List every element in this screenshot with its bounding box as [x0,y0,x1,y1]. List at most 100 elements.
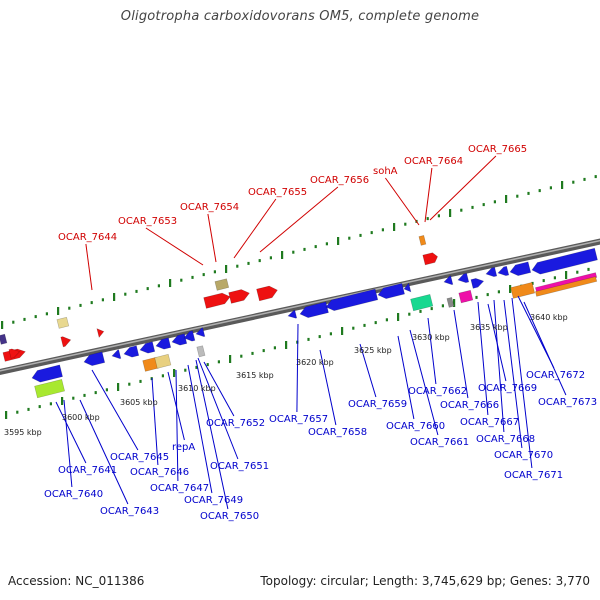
tick-mark [497,290,500,294]
tick-mark [475,295,478,299]
lower-gene-label: OCAR_7660 [386,421,445,432]
lower-gene-label: OCAR_7647 [150,483,209,494]
gene-features [0,235,598,399]
tick-mark [139,379,142,383]
lower-gene-label: OCAR_7666 [440,400,499,411]
tick-mark [374,321,377,325]
tick-mark [587,267,590,271]
tick-mark [184,368,187,372]
gene-arrow [203,292,231,309]
lower-gene-label: OCAR_7640 [44,489,103,500]
leader-line [409,329,439,436]
tick-marks [1,175,597,419]
tick-mark [307,337,310,341]
scale-label: 3620 kbp [296,358,334,367]
gene-box [154,353,172,369]
tick-mark [173,369,176,377]
tick-mark [206,363,209,367]
gene-arrow [457,272,470,283]
leader-line [203,361,235,417]
tick-mark [1,321,4,329]
gene-box [510,281,536,299]
leader-line [55,401,87,464]
gene-arrow [422,252,438,266]
tick-mark [240,354,243,358]
tick-mark [482,203,485,207]
tick-mark [561,181,564,189]
tick-mark [385,318,388,322]
leader-line [151,377,159,466]
tick-mark [49,402,52,406]
gene-arrow [195,327,206,337]
tick-mark [79,303,82,307]
label-leader-lines [55,155,567,510]
tick-mark [247,261,250,265]
lower-gene-label: OCAR_7661 [410,437,469,448]
tick-mark [419,309,422,313]
lower-gene-label: OCAR_7670 [494,450,553,461]
lower-gene-label: OCAR_7652 [206,418,265,429]
upper-gene-label: OCAR_7654 [180,202,239,213]
tick-mark [45,312,48,316]
gene-arrow [31,364,63,383]
tick-mark [273,346,276,350]
tick-mark [135,289,138,293]
leader-line [259,186,339,253]
leader-line [233,198,277,259]
tick-mark [191,275,194,279]
tick-mark [341,327,344,335]
leader-line [359,343,377,398]
scale-label: 3630 kbp [412,333,450,342]
tick-mark [516,194,519,198]
gene-box [56,316,70,329]
leader-line [63,399,73,488]
tick-mark [34,315,37,319]
upper-gene-label: OCAR_7664 [404,156,463,167]
leader-line [187,364,213,494]
tick-mark [113,293,116,301]
gene-arrow [470,278,485,289]
gene-arrow [485,266,498,277]
lower-gene-label: OCAR_7672 [526,370,585,381]
tick-mark [180,278,183,282]
tick-mark [27,407,30,411]
tick-mark [381,228,384,232]
lower-gene-label: OCAR_7667 [460,417,519,428]
tick-mark [124,292,127,296]
tick-mark [426,217,429,221]
tick-mark [542,279,545,283]
tick-mark [314,245,317,249]
tick-mark [576,270,579,274]
gene-arrow [171,333,188,346]
genome-title: Oligotropha carboxidovorans OM5, complet… [120,9,480,24]
gene-arrow [183,330,196,342]
tick-mark [460,208,463,212]
tick-mark [90,301,93,305]
backbone-highlight [0,239,600,372]
accession-text: Accession: NC_011386 [8,574,145,588]
scale-label: 3600 kbp [62,413,100,422]
gene-box [34,379,65,399]
tick-mark [471,205,474,209]
tick-mark [157,284,160,288]
leader-line [487,303,507,382]
leader-line [207,213,217,263]
leader-line [511,297,533,469]
gene-arrow [228,289,250,304]
lower-gene-label: OCAR_7645 [110,452,169,463]
gene-box [446,297,455,308]
gene-arrow [155,337,172,350]
gene-box [418,235,427,246]
tick-mark [449,209,452,217]
gene-box [535,276,598,297]
backbone-line [0,238,600,375]
tick-mark [225,265,228,273]
scale-label: 3635 kbp [470,323,508,332]
lower-gene-label: OCAR_7668 [476,434,535,445]
tick-mark [363,323,366,327]
lower-gene-label: OCAR_7662 [408,386,467,397]
tick-mark [169,279,172,287]
gene-arrow [60,336,72,348]
lower-gene-label: OCAR_7643 [100,506,159,517]
scale-label: 3595 kbp [4,428,42,437]
